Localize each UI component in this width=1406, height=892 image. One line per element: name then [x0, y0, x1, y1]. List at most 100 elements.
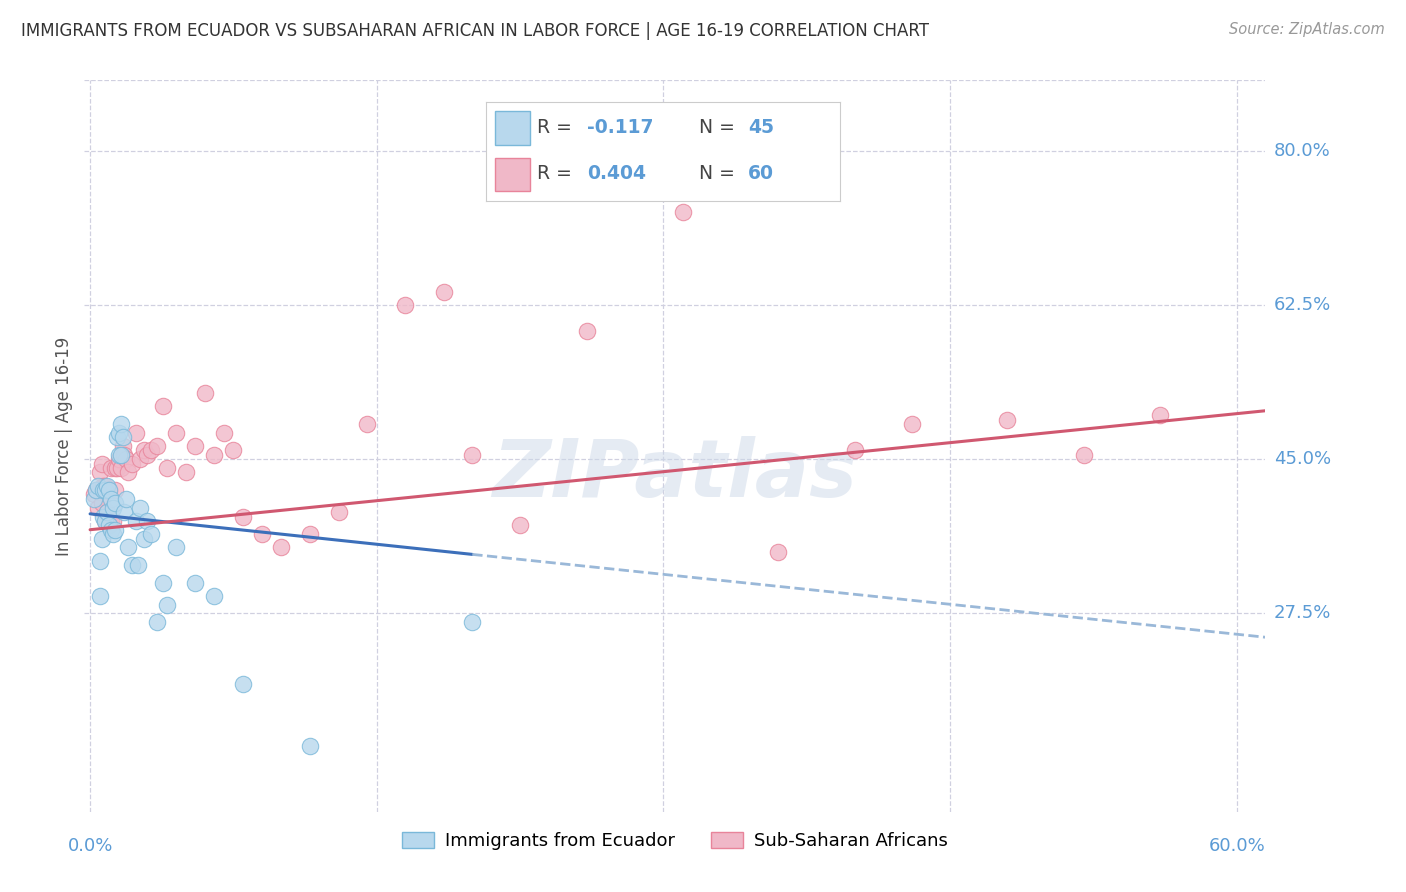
Point [394, 298, 416, 312]
Point [117, 466, 139, 480]
Point [96, 478, 118, 492]
Point [84, 483, 107, 497]
Point [93, 483, 115, 497]
Point [997, 412, 1019, 426]
Point [141, 527, 163, 541]
Point [202, 448, 225, 462]
Point [136, 448, 159, 462]
Point [90, 457, 112, 471]
Point [155, 598, 177, 612]
Text: 60.0%: 60.0% [1208, 837, 1265, 855]
Point [98, 483, 121, 497]
Point [194, 386, 217, 401]
Point [125, 514, 148, 528]
Point [174, 466, 197, 480]
Point [232, 677, 254, 691]
Point [461, 448, 484, 462]
Point [107, 452, 129, 467]
Point [89, 589, 111, 603]
Point [110, 461, 132, 475]
Point [270, 541, 292, 555]
Text: ZIPatlas: ZIPatlas [492, 436, 858, 515]
Point [901, 417, 924, 431]
Point [90, 496, 112, 510]
Point [110, 448, 132, 462]
Point [298, 739, 321, 753]
Point [101, 514, 124, 528]
Point [87, 478, 110, 492]
Point [212, 425, 235, 440]
Point [152, 575, 174, 590]
Point [1073, 448, 1095, 462]
Point [101, 500, 124, 515]
Point [84, 483, 107, 497]
Y-axis label: In Labor Force | Age 16-19: In Labor Force | Age 16-19 [55, 336, 73, 556]
Point [128, 452, 150, 467]
Legend: Immigrants from Ecuador, Sub-Saharan Africans: Immigrants from Ecuador, Sub-Saharan Afr… [394, 825, 956, 857]
Point [104, 523, 127, 537]
Point [461, 615, 484, 630]
Point [98, 518, 121, 533]
Point [90, 532, 112, 546]
Point [136, 514, 159, 528]
Point [328, 505, 350, 519]
Point [298, 527, 321, 541]
Point [146, 439, 169, 453]
Point [104, 496, 127, 510]
Point [96, 505, 118, 519]
Point [115, 452, 138, 467]
Point [165, 541, 187, 555]
Point [104, 461, 127, 475]
Point [100, 491, 122, 506]
Point [94, 478, 117, 492]
Point [132, 443, 155, 458]
Point [83, 491, 105, 506]
Point [83, 487, 105, 501]
Point [146, 615, 169, 630]
Point [94, 483, 117, 497]
Point [96, 483, 118, 497]
Point [671, 205, 693, 219]
Point [1149, 408, 1171, 422]
Point [250, 527, 273, 541]
Point [165, 425, 187, 440]
Point [111, 430, 134, 444]
Point [232, 509, 254, 524]
Point [96, 505, 118, 519]
Point [93, 478, 115, 492]
Point [184, 575, 207, 590]
Point [766, 545, 789, 559]
Point [94, 514, 117, 528]
Point [125, 425, 148, 440]
Text: 45.0%: 45.0% [1274, 450, 1331, 468]
Point [89, 466, 111, 480]
Point [114, 448, 136, 462]
Point [184, 439, 207, 453]
Point [104, 483, 127, 497]
Point [121, 457, 143, 471]
Point [433, 285, 456, 299]
Point [98, 518, 121, 533]
Text: IMMIGRANTS FROM ECUADOR VS SUBSAHARAN AFRICAN IN LABOR FORCE | AGE 16-19 CORRELA: IMMIGRANTS FROM ECUADOR VS SUBSAHARAN AF… [21, 22, 929, 40]
Point [844, 443, 866, 458]
Point [100, 523, 122, 537]
Point [107, 425, 129, 440]
Point [222, 443, 245, 458]
Text: 80.0%: 80.0% [1274, 142, 1330, 160]
Text: 0.0%: 0.0% [67, 837, 112, 855]
Point [94, 514, 117, 528]
Point [155, 461, 177, 475]
Point [128, 500, 150, 515]
Text: Source: ZipAtlas.com: Source: ZipAtlas.com [1229, 22, 1385, 37]
Point [111, 439, 134, 453]
Text: 62.5%: 62.5% [1274, 296, 1331, 314]
Point [100, 461, 122, 475]
Point [101, 527, 124, 541]
Point [141, 443, 163, 458]
Point [115, 491, 138, 506]
Point [105, 430, 128, 444]
Point [127, 558, 149, 572]
Point [89, 483, 111, 497]
Point [114, 505, 136, 519]
Point [356, 417, 378, 431]
